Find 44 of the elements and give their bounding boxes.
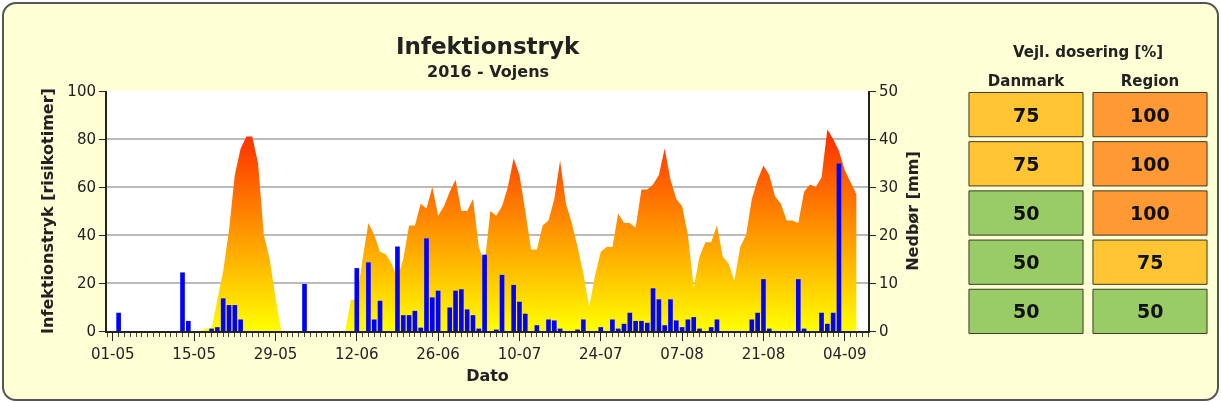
data-label: 100: [1130, 202, 1170, 224]
y2-tick-label: 50: [879, 82, 899, 101]
chart-title: Infektionstryk: [396, 33, 580, 59]
data-label: 100: [1130, 153, 1170, 175]
y-tick-label: 100: [67, 82, 96, 101]
y2-tick-label: 20: [879, 226, 899, 245]
y2-axis-title: Nedbør [mm]: [903, 151, 923, 271]
x-tick-label: Region: [1120, 72, 1180, 90]
y-tick-label: 60: [76, 178, 96, 197]
y-tick-label: 0: [86, 322, 96, 341]
data-label: 50: [1013, 300, 1040, 322]
y2-tick-label: 0: [879, 322, 889, 341]
y-tick-label: 20: [76, 274, 96, 293]
x-tick-label: 07-08: [660, 345, 704, 363]
y2-tick-label: 30: [879, 178, 899, 197]
x-axis-title: Dato: [466, 366, 509, 386]
chart-subtitle: 2016 - Vojens: [427, 62, 550, 81]
data-label: 50: [1013, 251, 1040, 273]
x-tick-label: 12-06: [334, 345, 379, 363]
y2-tick-label: 10: [879, 274, 899, 293]
chart-title: Vejl. dosering [%]: [1013, 43, 1164, 61]
data-label: 75: [1013, 104, 1040, 126]
x-tick-label: 29-05: [253, 345, 298, 363]
x-tick-label: 24-07: [578, 345, 623, 363]
y-axis-title: Infektionstryk [risikotimer]: [37, 88, 57, 334]
data-label: 100: [1130, 104, 1170, 126]
x-tick-label: 15-05: [172, 345, 216, 363]
y2-tick-label: 40: [879, 130, 899, 149]
data-label: 75: [1137, 251, 1164, 273]
x-tick-label: 10-07: [497, 345, 542, 363]
bar: [116, 312, 121, 331]
bar: [302, 283, 307, 331]
x-tick-label: Danmark: [987, 72, 1066, 90]
data-label: 75: [1013, 153, 1040, 175]
x-tick-label: 26-06: [416, 345, 460, 363]
y-tick-label: 80: [76, 130, 96, 149]
x-tick-label: 21-08: [741, 345, 786, 363]
y-tick-label: 40: [76, 226, 96, 245]
data-label: 50: [1013, 202, 1040, 224]
data-label: 50: [1137, 300, 1164, 322]
x-tick-label: 01-05: [91, 345, 135, 363]
x-tick-label: 04-09: [822, 345, 867, 363]
bar: [598, 327, 604, 331]
bar: [354, 268, 360, 331]
